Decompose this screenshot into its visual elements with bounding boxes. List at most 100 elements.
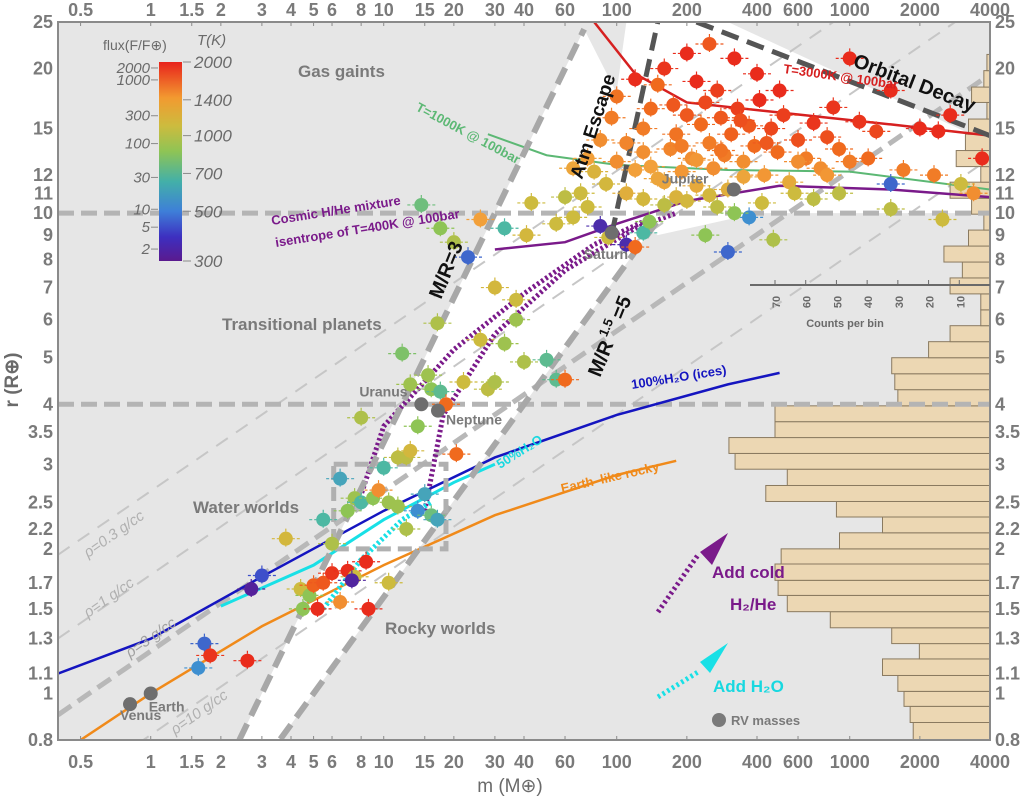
y-tick-label-right: 4 xyxy=(995,394,1005,414)
x-tick-label: 200 xyxy=(672,752,702,772)
x-tick-label: 10 xyxy=(374,752,394,772)
planet-point xyxy=(203,648,218,663)
y-tick-label: 1.1 xyxy=(28,664,53,684)
x-tick-label: 6 xyxy=(327,752,337,772)
planet-point xyxy=(710,199,725,214)
colorbar-flux-tick: 10 xyxy=(133,201,150,218)
planet-point xyxy=(430,316,445,331)
planet-point xyxy=(727,206,742,221)
planet-point xyxy=(549,216,564,231)
planet-point xyxy=(325,536,340,551)
planet-point xyxy=(698,228,713,243)
histogram-bar xyxy=(980,293,990,311)
y-tick-label: 7 xyxy=(43,278,53,298)
planet-point xyxy=(240,653,255,668)
x-axis-label: m (M⊕) xyxy=(477,776,543,797)
x-tick-label: 4000 xyxy=(970,752,1010,772)
arrow-add-h2o xyxy=(656,669,700,700)
histogram-bar xyxy=(986,53,990,72)
histogram-bar xyxy=(912,722,990,740)
counts-tick-label: 20 xyxy=(925,296,937,308)
planet-point xyxy=(573,186,588,201)
planet-point xyxy=(694,117,709,132)
planet-point xyxy=(414,197,429,212)
label-gas-giants: Gas gaints xyxy=(298,62,385,81)
planet-point xyxy=(354,410,369,425)
planet-point xyxy=(310,601,325,616)
x-tick-label: 40 xyxy=(514,752,534,772)
planet-point xyxy=(430,512,445,527)
y-tick-label: 2.5 xyxy=(28,492,53,512)
density-line xyxy=(141,157,990,740)
planet-point xyxy=(197,636,212,651)
histogram-bar xyxy=(765,484,990,502)
y-tick-label: 3.5 xyxy=(28,422,53,442)
planet-point xyxy=(650,77,665,92)
planet-point xyxy=(587,164,602,179)
planet-point xyxy=(628,240,643,255)
histogram-bar xyxy=(903,690,990,707)
colorbar-temp-tick: 700 xyxy=(194,164,223,183)
histogram-bar xyxy=(774,405,990,423)
solar-planet-label: Earth xyxy=(149,698,185,714)
counts-tick-label: 30 xyxy=(894,296,906,308)
planet-point xyxy=(524,195,539,210)
planet-point xyxy=(724,127,739,142)
solar-planet-label: Venus xyxy=(120,707,161,723)
planet-point xyxy=(727,51,742,66)
y-tick-label: 1 xyxy=(43,683,53,703)
colorbar-temp-tick: 1400 xyxy=(194,91,232,110)
counts-tick-label: 70 xyxy=(771,296,783,308)
x-tick-label-top: 100 xyxy=(602,0,632,20)
label-mr15-exp: 1.5 xyxy=(596,316,617,338)
histogram-bar xyxy=(786,468,990,486)
x-tick-label-top: 40 xyxy=(514,0,534,20)
y-tick-label-right: 2.5 xyxy=(995,492,1020,512)
colorbar-flux-label: flux(F/F⊕) xyxy=(103,37,167,53)
colorbar-flux-tick: 2 xyxy=(141,241,151,258)
x-tick-label-top: 4000 xyxy=(970,0,1010,20)
histogram-bar xyxy=(774,421,990,439)
planet-point xyxy=(806,192,821,207)
planet-point xyxy=(733,113,748,128)
histogram-bar xyxy=(777,579,990,596)
planet-point xyxy=(381,575,396,590)
planet-point xyxy=(580,199,595,214)
planet-point xyxy=(710,83,725,98)
counts-tick-label: 40 xyxy=(863,296,875,308)
y-tick-label: 0.8 xyxy=(28,730,53,750)
planet-point xyxy=(706,161,721,176)
density-line xyxy=(58,72,990,717)
y-axis-label: r (R⊕) xyxy=(2,353,23,408)
planet-point xyxy=(473,212,488,227)
x-tick-label-top: 0.5 xyxy=(68,0,93,20)
solar-planet-label: Jupiter xyxy=(662,170,709,186)
planet-point xyxy=(730,101,745,116)
x-tick-label-top: 5 xyxy=(309,0,319,20)
y-tick-label: 3 xyxy=(43,454,53,474)
planet-point xyxy=(754,195,769,210)
planet-point xyxy=(698,95,713,110)
planet-point xyxy=(666,97,681,112)
y-tick-label: 1.3 xyxy=(28,629,53,649)
planet-point xyxy=(636,121,651,136)
y-tick-label-right: 11 xyxy=(995,183,1014,203)
x-ticks-top: 0.5 1 1.5 2 3 4 5 6 8 10 15 20 30 40 60 100 200 400 600 100… xyxy=(68,0,1010,26)
colorbar-flux-tick: 300 xyxy=(125,108,151,125)
planet-point xyxy=(752,93,767,108)
planet-point xyxy=(344,573,359,588)
y-tick-label: 1.5 xyxy=(28,599,53,619)
counts-axis: 70 60 50 40 30 20 10 Counts per bin xyxy=(750,280,990,330)
planet-point xyxy=(509,292,524,307)
planet-point xyxy=(642,214,657,229)
x-tick-label: 600 xyxy=(783,752,813,772)
histogram-bar xyxy=(980,166,990,183)
planet-point xyxy=(689,74,704,89)
counts-tick-label: 50 xyxy=(832,296,844,308)
planet-point xyxy=(912,121,927,136)
x-tick-label: 1000 xyxy=(830,752,870,772)
planet-point xyxy=(619,186,634,201)
histogram-bar xyxy=(909,705,990,724)
